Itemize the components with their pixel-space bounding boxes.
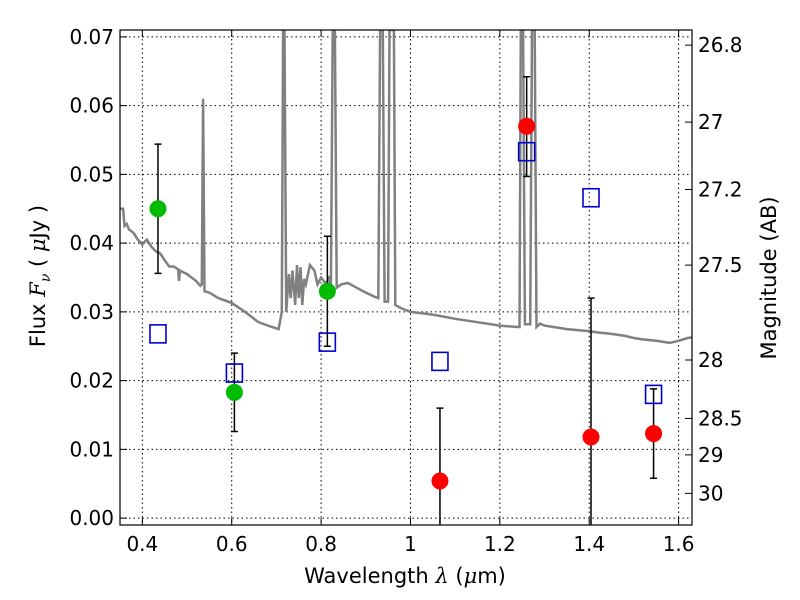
y-tick-label: 0.07 <box>69 25 114 49</box>
green-point <box>149 200 167 218</box>
model-spectrum <box>120 30 692 345</box>
model-spectrum-line <box>120 30 692 345</box>
y2-tick-label: 27.2 <box>698 178 743 202</box>
red-point <box>431 472 449 490</box>
y-tick-label: 0.05 <box>69 162 114 186</box>
y-tick-label: 0.03 <box>69 300 114 324</box>
blue-square-point <box>582 187 600 208</box>
green-point <box>225 383 243 401</box>
data-markers <box>149 117 663 490</box>
y-tick-label: 0.00 <box>69 506 114 530</box>
error-bars <box>154 76 658 525</box>
plot-frame <box>119 29 693 526</box>
y-tick-label: 0.02 <box>69 369 114 393</box>
y2-tick-label: 27 <box>698 110 723 134</box>
blue-square-point <box>644 384 663 405</box>
y2-tick-label: 28.5 <box>698 406 743 430</box>
y2-axis-label: Magnitude (AB) <box>757 196 781 359</box>
blue-square-point <box>225 363 244 383</box>
blue-square-point <box>517 141 536 162</box>
y-tick-label: 0.06 <box>69 94 114 118</box>
red-point <box>518 117 536 135</box>
x-tick-label: 1.6 <box>663 532 695 556</box>
y-tick-label: 0.01 <box>69 437 114 461</box>
x-tick-label: 0.4 <box>126 532 158 556</box>
x-tick-label: 0.8 <box>305 532 337 556</box>
red-point <box>645 425 663 443</box>
y-axis-label: Flux Fν ( μJy ) <box>26 205 54 347</box>
blue-square-point <box>149 324 167 344</box>
x-axis-label: Wavelength λ (μm) <box>304 564 506 588</box>
blue-square-point <box>431 351 449 372</box>
y2-tick-label: 27.5 <box>698 253 743 277</box>
y2-tick-label: 26.8 <box>698 33 743 57</box>
grid <box>120 30 692 525</box>
red-point <box>582 428 600 446</box>
x-tick-label: 1 <box>404 532 417 556</box>
y2-tick-label: 29 <box>698 443 723 467</box>
x-tick-label: 1.2 <box>484 532 516 556</box>
x-tick-label: 0.6 <box>216 532 248 556</box>
green-point <box>318 282 336 300</box>
blue-square-point <box>318 332 337 352</box>
axes: 0.4 0.6 0.8 1 1.2 1.4 1.6 0.00 0.01 0.02 0.03 0.04 0… <box>69 25 742 556</box>
y-tick-label: 0.04 <box>69 231 114 255</box>
y2-tick-label: 30 <box>698 481 723 505</box>
y2-tick-label: 28 <box>698 348 723 372</box>
x-tick-label: 1.4 <box>573 532 605 556</box>
